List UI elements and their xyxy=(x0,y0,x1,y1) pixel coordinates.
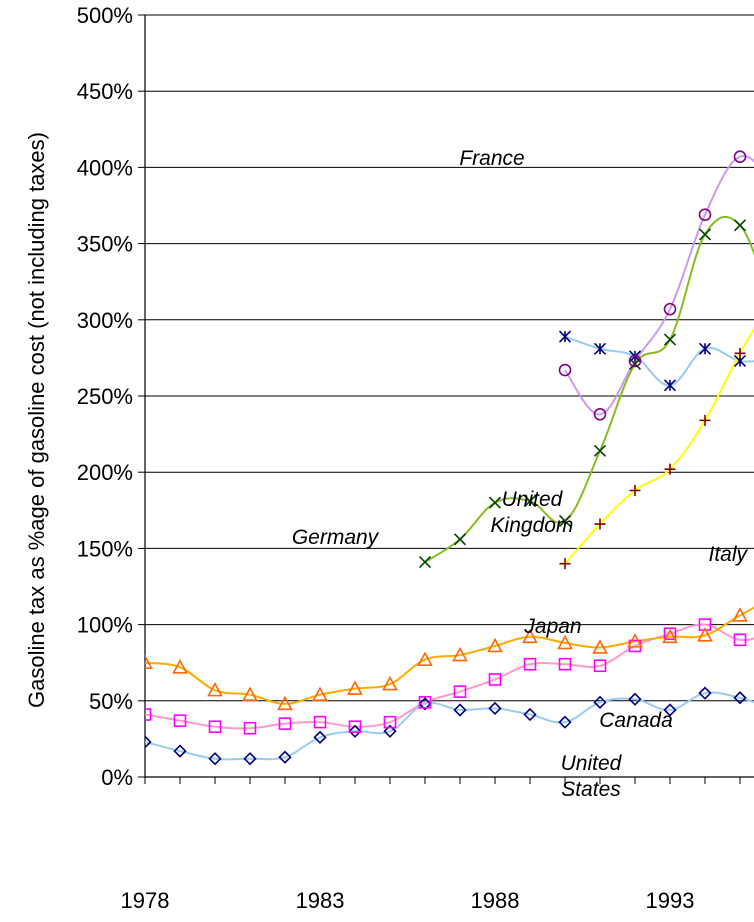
germany-label: Germany xyxy=(292,526,380,549)
x-tick-label: 1993 xyxy=(646,888,695,913)
japan-line xyxy=(145,548,754,704)
canada-label: Canada xyxy=(599,709,673,732)
y-tick-label: 250% xyxy=(77,384,133,409)
x-tick-label: 1978 xyxy=(121,888,170,913)
germany-point xyxy=(595,445,606,456)
series-markers xyxy=(139,101,754,764)
germany-point xyxy=(455,534,466,545)
x-tick-label: 1983 xyxy=(296,888,345,913)
italy-label-line: Italy xyxy=(708,543,748,566)
germany-label-line: Germany xyxy=(292,526,380,549)
y-tick-label: 150% xyxy=(77,536,133,561)
germany-line xyxy=(425,217,754,562)
y-tick-label: 500% xyxy=(77,3,133,28)
axes xyxy=(138,15,754,784)
italy-point xyxy=(560,331,571,342)
germany-point xyxy=(735,220,746,231)
y-tick-label: 350% xyxy=(77,232,133,257)
germany-point xyxy=(490,497,501,508)
japan-label-line: Japan xyxy=(523,615,581,638)
united-kingdom-label-line: Kingdom xyxy=(491,514,574,537)
united-states-label-line: United xyxy=(561,752,623,775)
france-label: France xyxy=(459,147,524,170)
y-tick-label: 50% xyxy=(89,689,133,714)
italy-line xyxy=(565,327,754,555)
germany-point xyxy=(665,334,676,345)
united-kingdom-label-line: United xyxy=(502,488,564,511)
y-tick-label: 450% xyxy=(77,79,133,104)
germany-point xyxy=(420,557,431,568)
y-tick-label: 100% xyxy=(77,613,133,638)
x-tick-label: 1988 xyxy=(471,888,520,913)
y-tick-label: 400% xyxy=(77,155,133,180)
y-tick-label: 200% xyxy=(77,460,133,485)
united-kingdom-line xyxy=(565,83,754,563)
canada-label-line: Canada xyxy=(599,709,673,732)
series-lines xyxy=(145,83,754,759)
france-label-line: France xyxy=(459,147,524,170)
japan-label: Japan xyxy=(523,615,581,638)
united-kingdom-point xyxy=(700,415,711,426)
united-kingdom-label: United Kingdom xyxy=(491,488,574,537)
germany-point xyxy=(700,229,711,240)
y-tick-label: 0% xyxy=(101,765,133,790)
series-labels: United States Canada Japan Italy Germany Franc… xyxy=(292,147,749,801)
gridlines xyxy=(145,15,754,701)
y-tick-label: 300% xyxy=(77,308,133,333)
united-states-label-line: States xyxy=(561,778,621,801)
france-line xyxy=(565,120,754,524)
y-axis-title: Gasoline tax as %age of gasoline cost (n… xyxy=(24,132,49,708)
italy-label: Italy xyxy=(708,543,748,566)
